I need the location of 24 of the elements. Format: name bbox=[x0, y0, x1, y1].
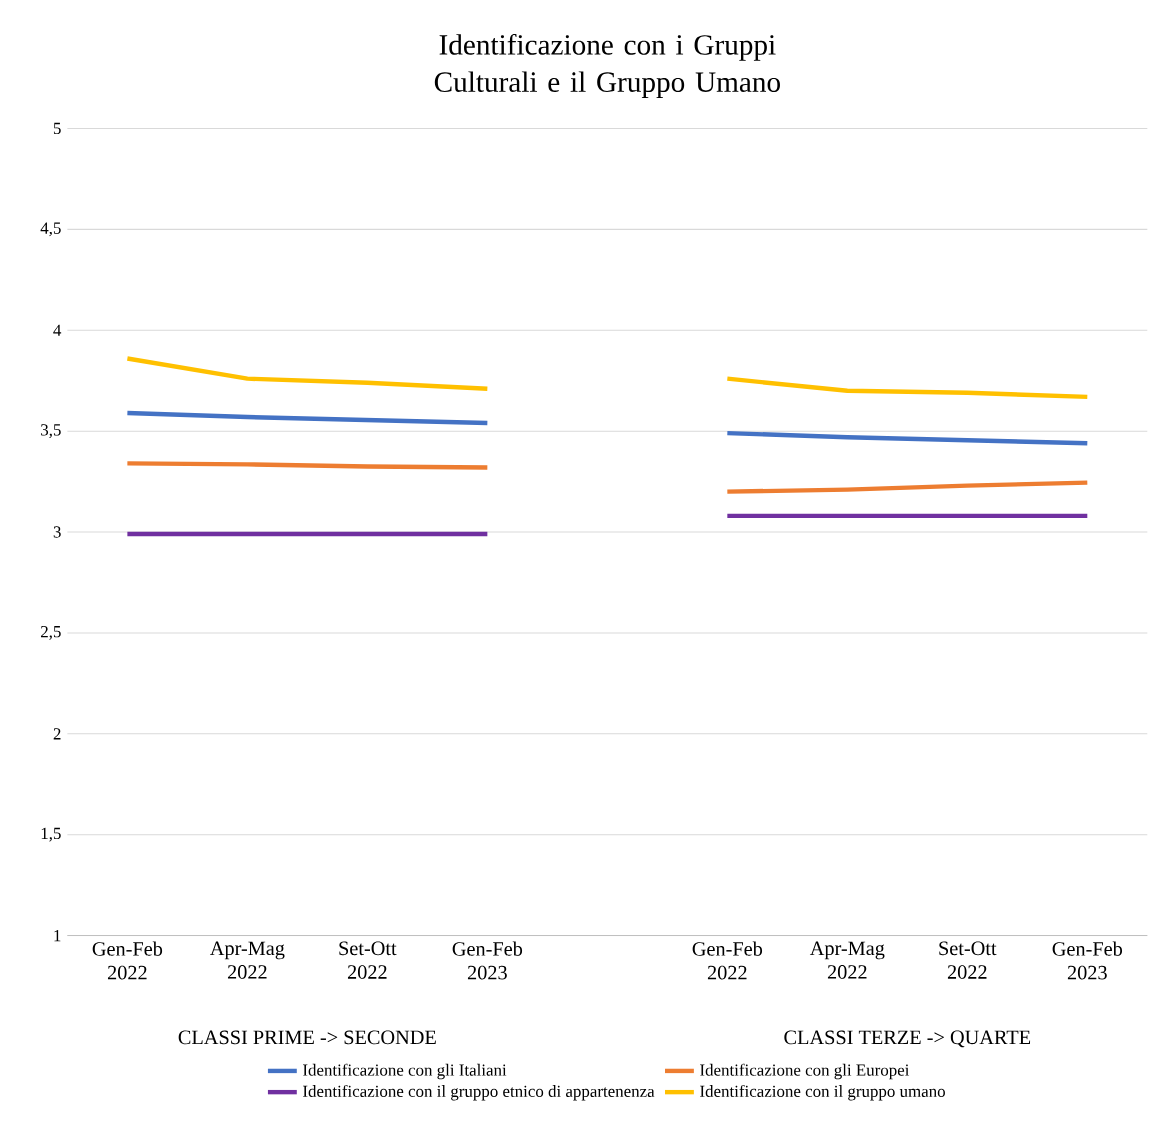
text: CLASSI TERZE -> QUARTE bbox=[784, 1030, 1031, 1048]
y-tick-label: 5 bbox=[53, 122, 61, 135]
y-tick-label: 1,5 bbox=[41, 827, 61, 842]
x-tick-label: Gen-Feb 2023 bbox=[452, 941, 523, 980]
y-tick-label: 3,5 bbox=[41, 424, 61, 439]
legend-label: Identificazione con il gruppo etnico di appartenenza bbox=[302, 1084, 655, 1101]
legend-label: Identificazione con il gruppo umano bbox=[700, 1084, 945, 1101]
legend-label: Identificazione con gli Europei bbox=[700, 1063, 910, 1080]
x-tick-label: Apr-Mag 2022 bbox=[209, 941, 285, 979]
x-tick-label: Gen-Feb 2023 bbox=[1052, 941, 1123, 980]
y-tick-label: 1 bbox=[54, 929, 61, 942]
y-tick-label: 4,5 bbox=[40, 222, 61, 237]
text: CLASSI PRIME -> SECONDE bbox=[178, 1030, 436, 1045]
legend-label: Identificazione con gli Italiani bbox=[302, 1063, 507, 1080]
x-tick-label: Apr-Mag 2022 bbox=[809, 941, 885, 979]
y-tick-label: 2,5 bbox=[41, 625, 61, 640]
x-tick-label: Set-Ott 2022 bbox=[339, 941, 397, 979]
y-tick-label: 2 bbox=[53, 728, 61, 740]
x-tick-label: Gen-Feb 2022 bbox=[692, 941, 763, 980]
x-tick-label: Gen-Feb 2022 bbox=[92, 941, 163, 980]
chart-title: Identificazione con i Gruppi Culturali e il Gruppo Umano bbox=[434, 33, 780, 98]
x-tick-label: Set-Ott 2022 bbox=[939, 941, 997, 979]
y-tick-label: 3 bbox=[53, 526, 61, 538]
y-tick-label: 4 bbox=[53, 324, 62, 336]
